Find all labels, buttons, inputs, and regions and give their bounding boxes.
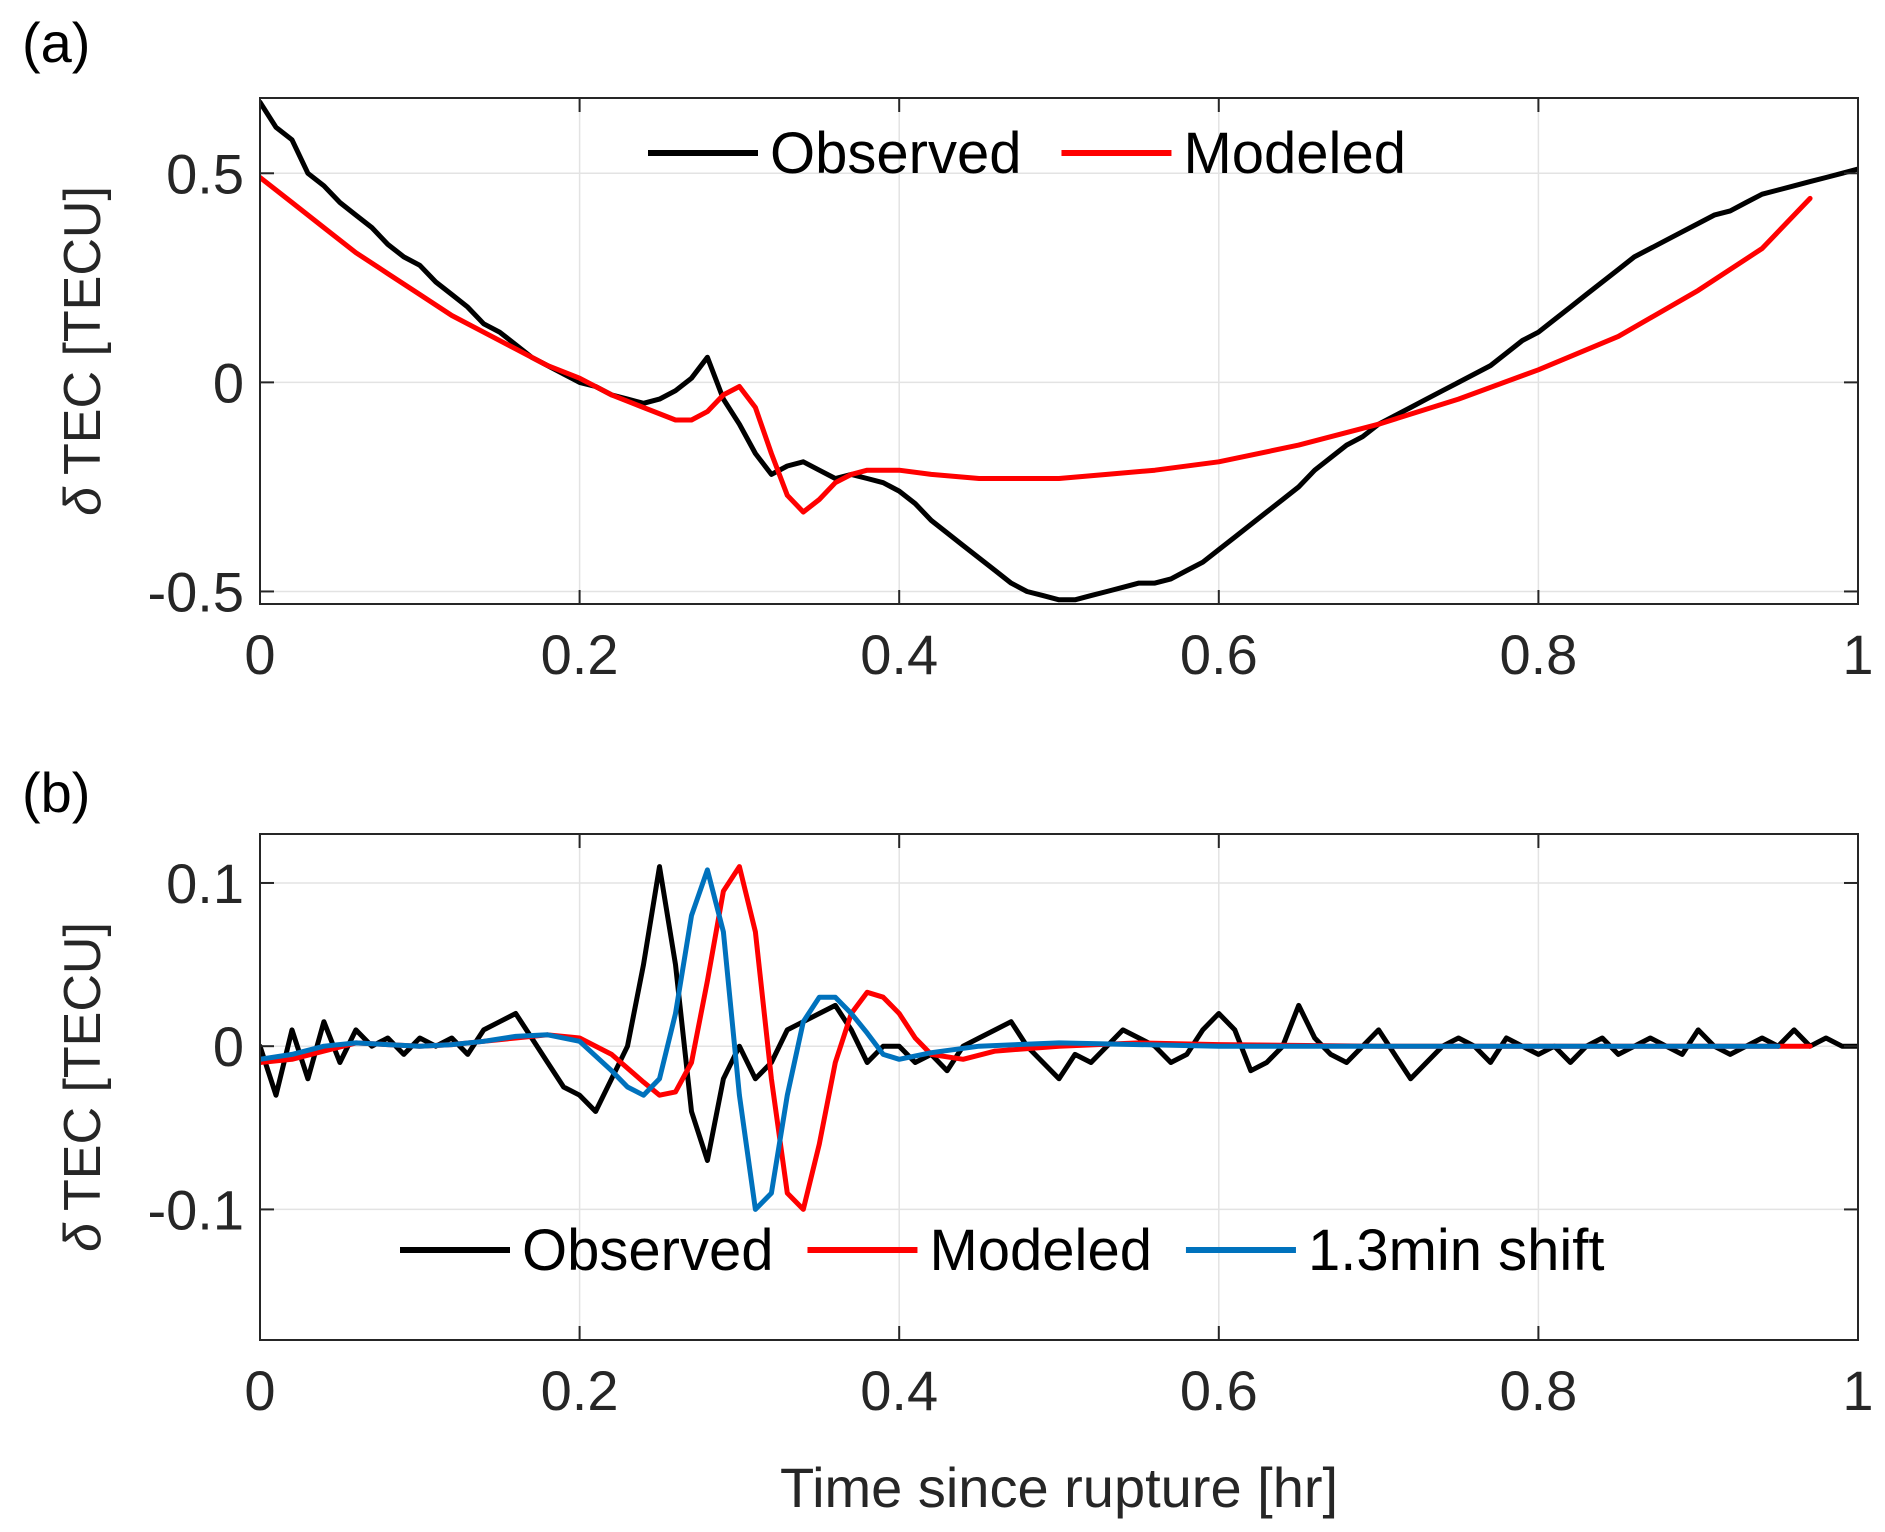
legend-entry-label: Observed xyxy=(522,1218,773,1283)
x-tick-label: 0.8 xyxy=(1499,1359,1577,1422)
y-tick-label: 0.5 xyxy=(166,142,244,205)
x-tick-label: 0.6 xyxy=(1180,623,1258,686)
x-tick-label: 0.2 xyxy=(541,1359,619,1422)
panel-a-ylabel-symbol: δ xyxy=(54,486,112,516)
panel-a-grid xyxy=(259,98,1859,604)
panel-a-legend: Observed Modeled xyxy=(648,121,1406,186)
y-tick-label: 0 xyxy=(213,1015,244,1078)
legend-entry-label: 1.3min shift xyxy=(1308,1218,1605,1283)
panel-b-label: (b) xyxy=(22,761,90,824)
panel-a-ylabel: δ TEC [TECU] xyxy=(54,186,112,516)
y-tick-label: -0.5 xyxy=(148,560,245,623)
series-line-observed xyxy=(260,864,1858,1163)
y-tick-label: 0 xyxy=(213,351,244,414)
panel-a-ylabel-text: TEC [TECU] xyxy=(54,186,112,475)
panel-a-series xyxy=(260,99,1858,603)
x-tick-label: 0 xyxy=(244,1359,275,1422)
panel-a-axes-frame xyxy=(259,97,1859,605)
x-tick-label: 0.4 xyxy=(860,623,938,686)
y-tick-label: -0.1 xyxy=(148,1178,245,1241)
panel-b-axes-frame xyxy=(259,833,1859,1341)
series-line-modeled xyxy=(260,175,1813,515)
panel-b: (b) 0 0.2 0.4 0.6 0.8 1 -0.1 0 0.1 δ TEC [TECU] O… xyxy=(22,761,1874,1422)
x-tick-label: 0.6 xyxy=(1180,1359,1258,1422)
legend-entry-label: Observed xyxy=(770,121,1021,186)
panel-b-ylabel-symbol: δ xyxy=(54,1222,112,1252)
panel-b-ticks: 0 0.2 0.4 0.6 0.8 1 -0.1 0 0.1 xyxy=(148,834,1874,1422)
legend-entry-label: Modeled xyxy=(1183,121,1405,186)
panel-b-series xyxy=(260,864,1858,1212)
x-axis-label: Time since rupture [hr] xyxy=(780,1456,1338,1519)
panel-b-ylabel-text: TEC [TECU] xyxy=(54,922,112,1211)
series-line-observed xyxy=(260,99,1858,603)
series-line-1-3min-shift xyxy=(260,867,1781,1212)
x-tick-label: 0 xyxy=(244,623,275,686)
panel-a: (a) 0 0.2 0.4 0.6 0.8 1-0.500.5 δTEC [TECU] O… xyxy=(22,11,1874,686)
x-tick-label: 0.2 xyxy=(541,623,619,686)
x-tick-label: 0.4 xyxy=(860,1359,938,1422)
x-tick-label: 1 xyxy=(1842,1359,1873,1422)
panel-b-legend: Observed Modeled 1.3min shift xyxy=(400,1218,1605,1283)
y-tick-label: 0.1 xyxy=(166,852,244,915)
panel-b-ylabel: δ TEC [TECU] xyxy=(54,922,112,1252)
panel-a-ticks: 0 0.2 0.4 0.6 0.8 1-0.500.5 xyxy=(148,98,1874,686)
x-tick-label: 1 xyxy=(1842,623,1873,686)
panel-a-label: (a) xyxy=(22,11,90,74)
legend-entry-label: Modeled xyxy=(929,1218,1151,1283)
x-tick-label: 0.8 xyxy=(1499,623,1577,686)
